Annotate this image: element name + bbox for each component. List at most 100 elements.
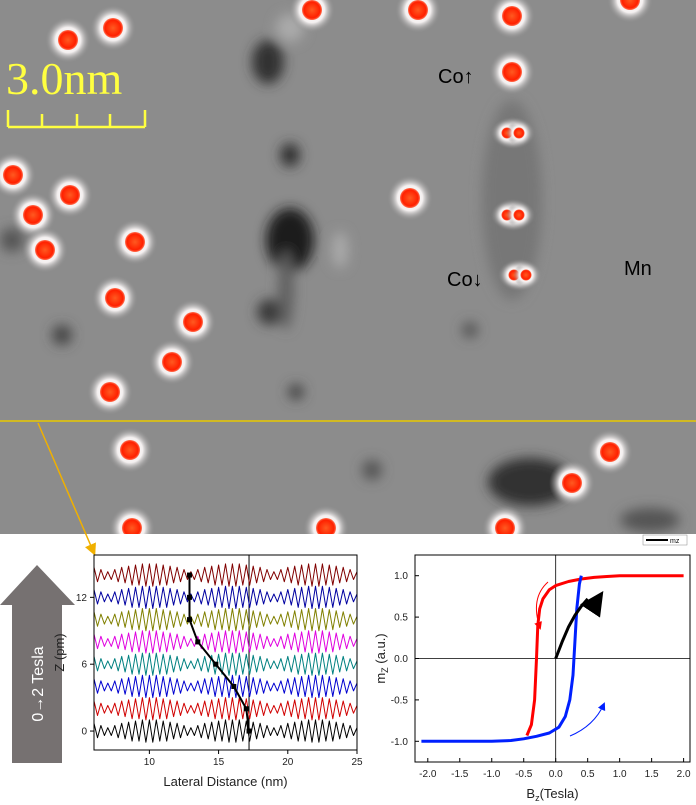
x-tick-label: 25 — [351, 757, 363, 768]
atom-core — [600, 442, 620, 462]
atom-core — [302, 0, 322, 20]
stm-image — [0, 0, 696, 534]
field-arrow — [0, 565, 75, 763]
sweep-arrow-blue — [569, 702, 606, 737]
data-point — [187, 617, 193, 623]
surface-feature — [280, 143, 300, 167]
x-tick-label: -2.0 — [419, 769, 437, 780]
y-tick-label: -1.0 — [391, 737, 409, 748]
y-axis-label: Z (pm) — [52, 633, 67, 671]
atom-core — [495, 518, 515, 534]
data-point — [243, 706, 249, 712]
label-rest: (Tesla) — [540, 786, 579, 801]
data-line — [188, 575, 250, 732]
atom-core — [125, 232, 145, 252]
data-line — [93, 585, 358, 609]
charts: 0 6 12 10 15 20 25 Lateral Distance (nm) Z (pm) -… — [52, 554, 691, 803]
plot-frame — [414, 554, 691, 763]
data-point — [246, 728, 252, 734]
data-point — [187, 594, 193, 600]
data-line — [93, 630, 358, 654]
atom-core — [620, 0, 640, 10]
data-point — [195, 639, 201, 645]
x-axis-label: Bz(Tesla) — [526, 786, 578, 803]
data-line — [93, 608, 358, 632]
plot-frame — [93, 554, 358, 751]
mn-label: Mn — [624, 258, 652, 280]
surface-feature — [288, 384, 304, 400]
label-sub: z — [535, 793, 540, 803]
atom-core — [513, 127, 525, 139]
label-main: m — [373, 673, 388, 684]
virgin-arrow — [580, 591, 604, 618]
y-tick-label: 0.0 — [394, 654, 408, 665]
legend: mz — [642, 534, 688, 546]
y-tick-label: 0 — [81, 727, 87, 738]
atom-core — [58, 30, 78, 50]
y-tick-label: 1.0 — [394, 571, 408, 582]
y-tick-label: 0.5 — [394, 613, 408, 624]
x-tick-label: 0.0 — [549, 769, 563, 780]
x-tick-label: -1.0 — [483, 769, 501, 780]
data-line — [93, 674, 358, 699]
atoms — [0, 0, 653, 534]
atom-core — [23, 205, 43, 225]
field-label: 0→2 Tesla — [30, 646, 47, 721]
atom-core — [162, 352, 182, 372]
data-line — [93, 652, 358, 676]
pointer-arrow — [37, 422, 96, 556]
atom-core — [35, 240, 55, 260]
label-main: B — [526, 786, 535, 801]
surface-feature — [257, 299, 283, 325]
x-tick-label: 2.0 — [677, 769, 691, 780]
x-tick-label: 0.5 — [581, 769, 595, 780]
surface-features — [0, 14, 680, 532]
surface-feature — [278, 250, 294, 330]
data-point — [231, 683, 237, 689]
surface-feature — [0, 228, 24, 252]
atom-core — [316, 518, 336, 534]
y-axis-label: mZ (a.u.) — [373, 633, 390, 683]
atom-core — [400, 188, 420, 208]
x-tick-label: -0.5 — [515, 769, 533, 780]
surface-feature — [266, 208, 314, 272]
x-axis-label: Lateral Distance (nm) — [163, 774, 287, 789]
x-tick-label: 1.0 — [613, 769, 627, 780]
atom-core — [408, 0, 428, 20]
atom-core — [183, 312, 203, 332]
label-sub: Z — [380, 667, 390, 673]
x-tick-label: 1.5 — [645, 769, 659, 780]
scale-label: 3.0nm — [6, 53, 123, 104]
data-line — [525, 574, 684, 737]
atom-core — [105, 288, 125, 308]
atom-halo — [607, 0, 653, 23]
surface-feature — [52, 325, 72, 345]
co-down-label: Co↓ — [447, 269, 483, 291]
scale-bar — [6, 110, 147, 129]
data-point — [213, 661, 219, 667]
atom-core — [513, 209, 525, 221]
atom-core — [520, 269, 532, 281]
data-line — [93, 719, 358, 743]
y-tick-label: 6 — [81, 660, 87, 671]
atom-core — [103, 18, 123, 38]
x-tick-label: 10 — [144, 757, 156, 768]
surface-feature — [462, 322, 478, 338]
surface-feature — [332, 232, 348, 268]
y-tick-label: 12 — [76, 593, 88, 604]
atom-core — [562, 473, 582, 493]
y-tick-label: -0.5 — [391, 695, 409, 706]
x-tick-label: 15 — [213, 757, 225, 768]
co-up-label: Co↑ — [438, 66, 474, 88]
atom-core — [502, 62, 522, 82]
atom-core — [3, 165, 23, 185]
atom-core — [100, 382, 120, 402]
data-line — [421, 575, 583, 743]
surface-feature — [488, 458, 572, 506]
legend-label: mz — [670, 538, 680, 545]
x-tick-label: 20 — [282, 757, 294, 768]
surface-feature — [252, 40, 284, 84]
atom-core — [60, 185, 80, 205]
data-point — [187, 572, 193, 578]
